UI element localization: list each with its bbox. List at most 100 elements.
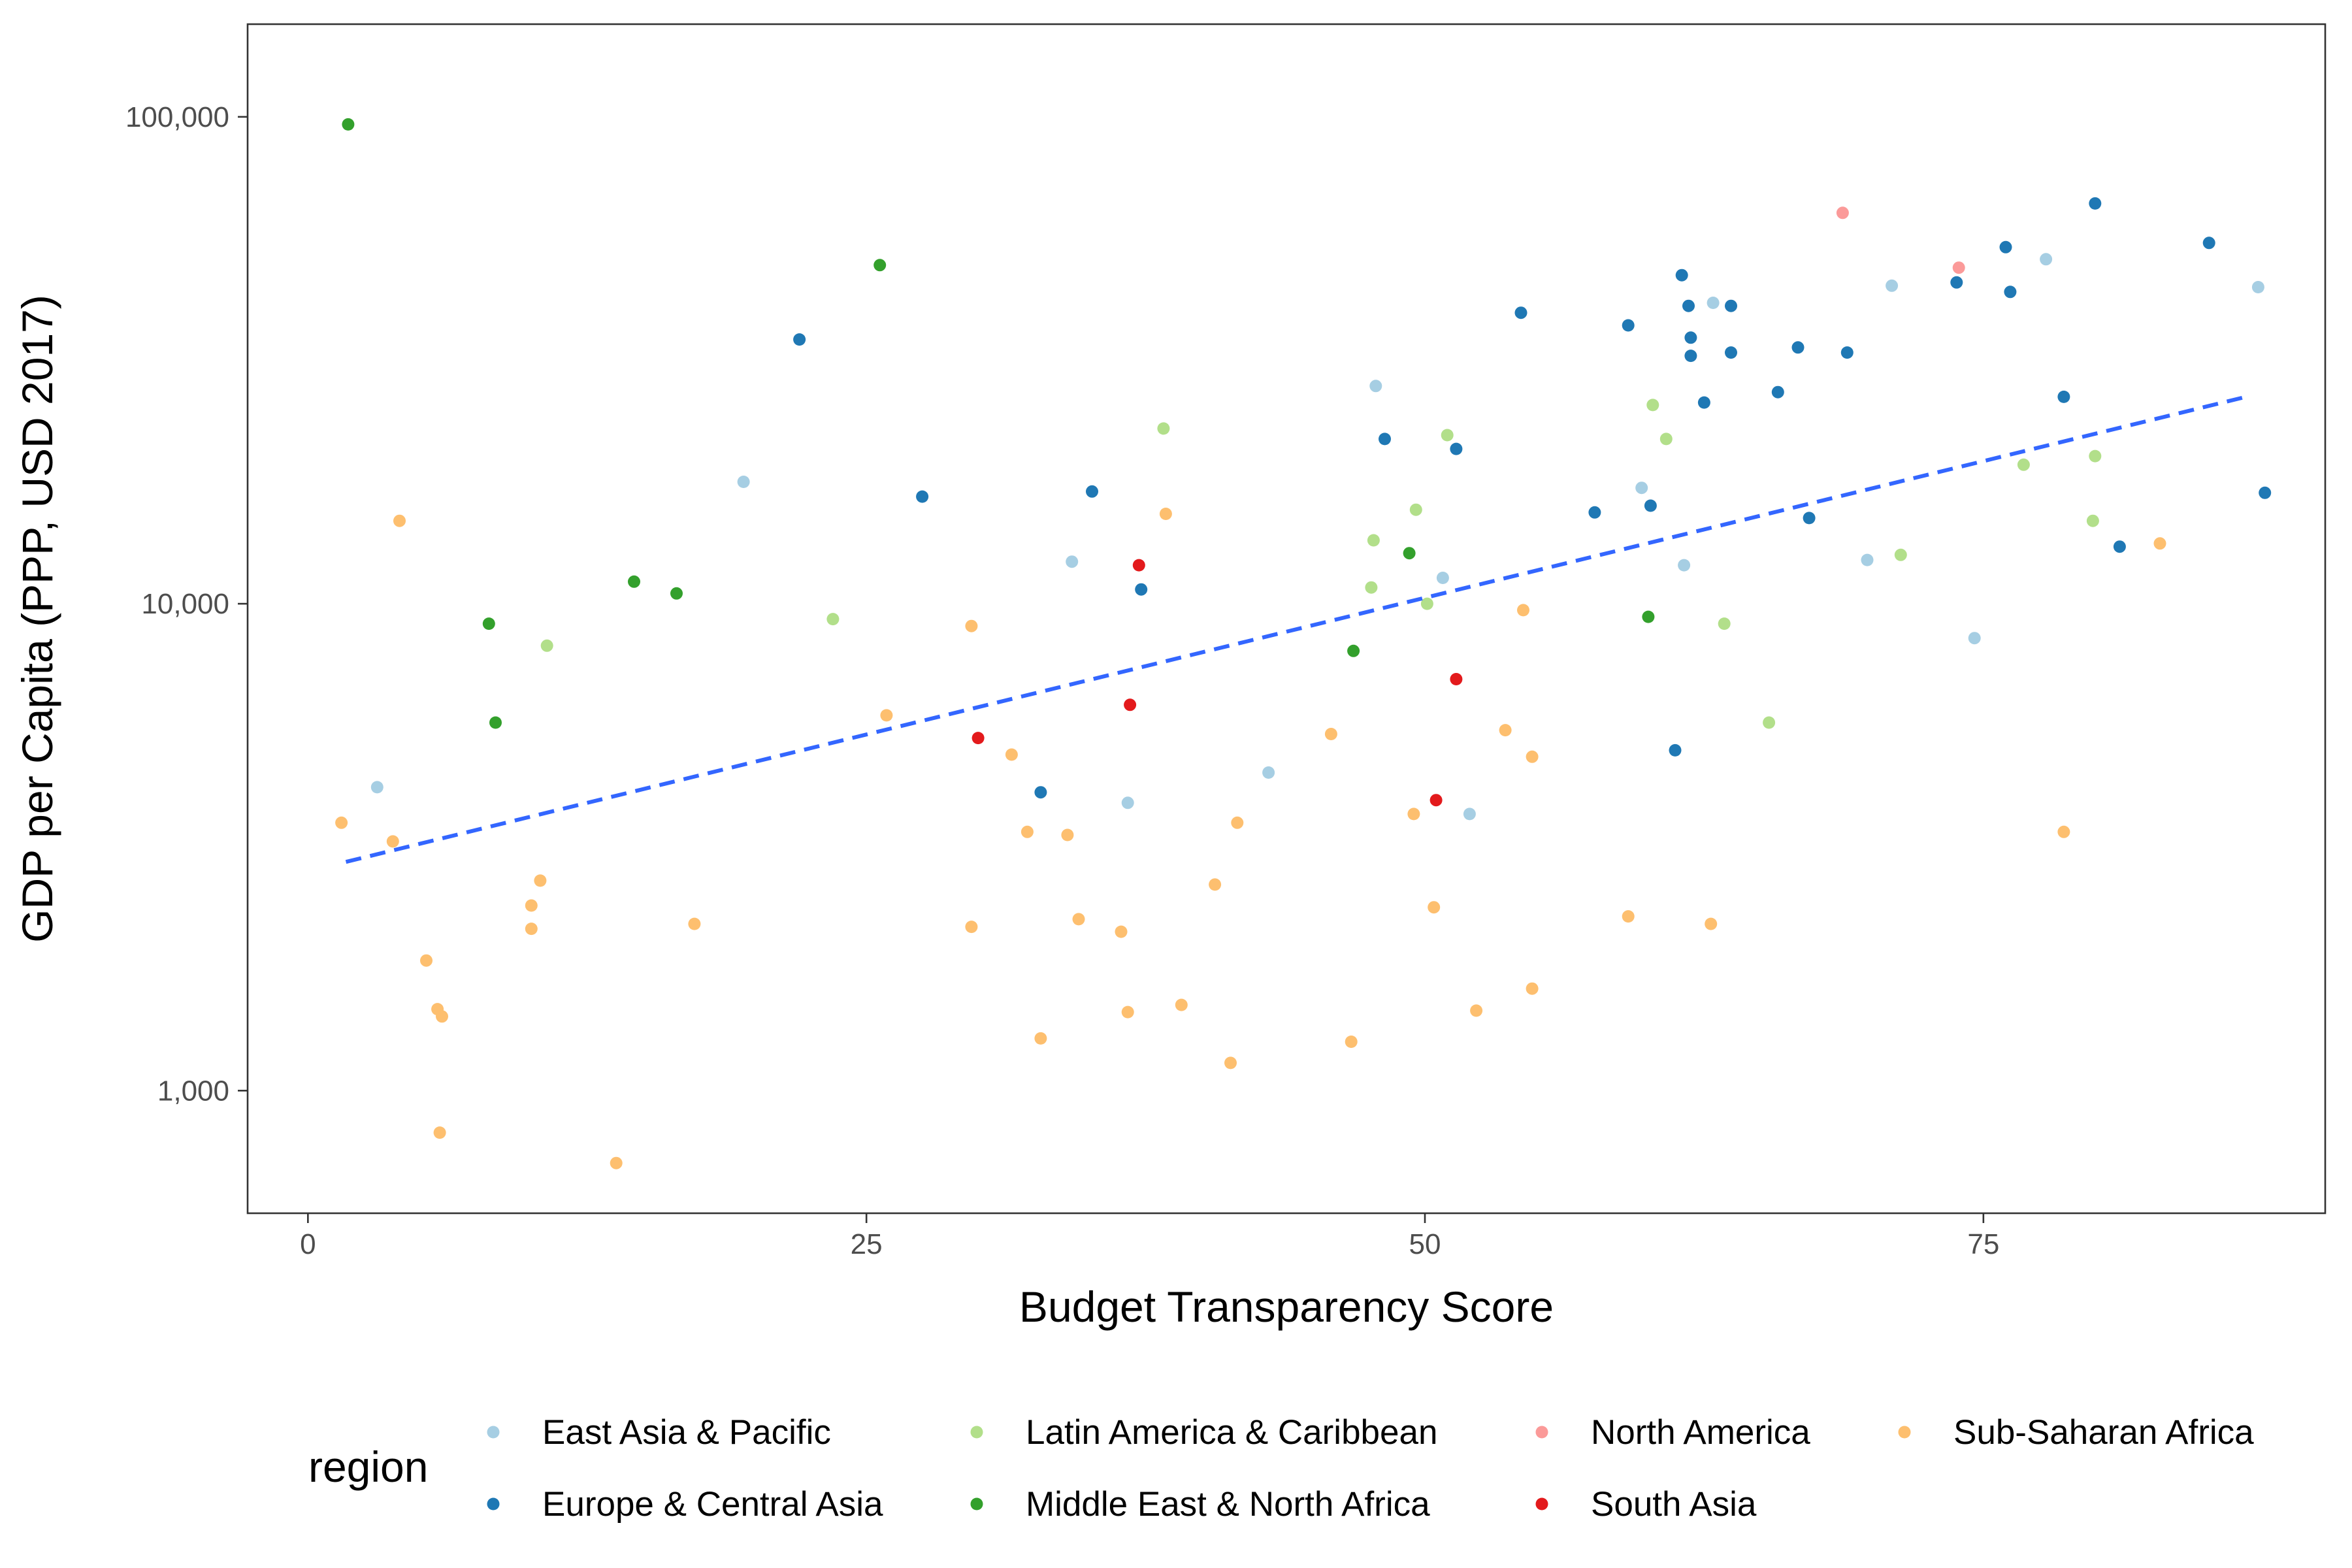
data-point [670,587,683,600]
data-point [2089,449,2102,463]
data-point [1463,808,1476,821]
legend-key [970,1426,983,1439]
data-point [1968,632,1981,645]
data-point [1121,796,1134,809]
data-point [1407,808,1420,821]
data-point [1159,508,1172,520]
data-point [1436,572,1449,584]
data-point [1066,555,1079,568]
data-point [540,639,553,652]
data-point [1894,548,1907,561]
legend-key [970,1497,983,1511]
data-point [1684,350,1697,363]
x-tick-label: 50 [1409,1228,1441,1260]
data-point [1950,276,1963,289]
legend-label: Europe & Central Asia [542,1485,883,1524]
data-point [1659,433,1673,446]
data-point [2113,540,2126,553]
data-point [1803,512,1816,525]
data-point [1157,422,1170,435]
data-point [1861,553,1874,566]
data-point [1209,878,1222,891]
data-point [1697,396,1710,409]
data-point [1588,506,1601,519]
data-point [436,1010,448,1023]
data-point [1369,380,1382,393]
data-point [1347,644,1360,657]
data-point [1771,385,1784,399]
data-point [874,259,887,272]
legend-label: Middle East & North Africa [1026,1485,1430,1524]
data-point [1725,346,1737,359]
data-point [628,575,640,588]
data-point [1450,673,1463,685]
data-point [1086,485,1098,498]
data-point [1061,828,1074,841]
data-point [1135,583,1148,596]
data-point [965,921,978,934]
data-point [965,619,978,632]
data-point [489,716,502,729]
data-point [1034,1032,1047,1045]
data-point [1072,913,1085,926]
data-point [1836,206,1849,220]
data-point [1526,982,1539,995]
data-point [793,333,806,346]
y-tick-label: 10,000 [141,588,229,620]
legend-label: North America [1591,1413,1810,1452]
data-point [1707,297,1720,309]
data-point [335,816,348,829]
data-point [1021,825,1034,838]
legend-key [1535,1426,1548,1439]
data-point [737,476,750,488]
data-point [2089,197,2102,210]
legend-label: Sub-Saharan Africa [1953,1413,2254,1452]
trend-line [345,395,2244,864]
legend: region East Asia & Pacific Europe & Centr… [308,1413,2254,1524]
data-point [1132,559,1145,572]
data-point [342,118,355,131]
legend-key [1898,1426,1911,1439]
data-point [1675,269,1688,282]
legend-label: Latin America & Caribbean [1026,1413,1437,1452]
data-point [2040,253,2053,266]
legend-key [1535,1497,1548,1511]
plot-marks [335,118,2272,1169]
data-point [1840,346,1854,359]
data-point [1224,1056,1237,1070]
data-point [1622,910,1635,923]
data-point [2202,237,2215,250]
data-point [1324,728,1337,740]
legend-label: South Asia [1591,1485,1757,1524]
data-point [1678,559,1691,572]
data-point [1450,442,1463,455]
data-point [2057,825,2070,838]
data-point [826,613,840,626]
data-point [1124,698,1137,711]
y-tick-label: 100,000 [125,101,229,133]
data-point [420,954,433,967]
data-point [1718,617,1731,630]
data-point [2259,486,2272,499]
data-point [2086,514,2099,527]
data-point [1429,794,1443,807]
plot-panel-border [246,23,2327,1215]
legend-key [487,1426,500,1439]
data-point [610,1156,623,1169]
data-point [1499,724,1512,737]
data-point [1622,319,1635,332]
data-point [1684,331,1697,344]
data-point [1403,547,1416,560]
axes: 0 25 50 75 1,000 10,000 100,000 [125,101,1999,1260]
data-point [972,732,985,745]
data-point [1886,279,1899,292]
data-point [1514,306,1527,319]
data-point [1428,901,1441,914]
data-point [1470,1004,1483,1017]
data-point [1441,429,1454,442]
data-point [1999,240,2012,253]
data-point [688,917,701,930]
data-point [2251,281,2264,293]
